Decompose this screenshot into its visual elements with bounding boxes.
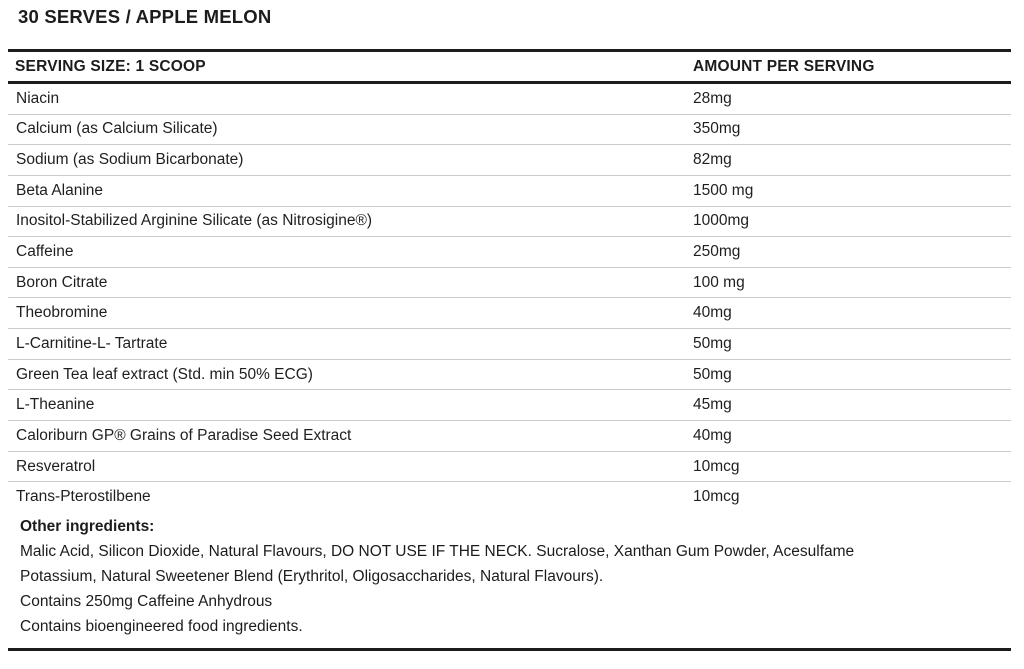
other-ingredients-line: Contains bioengineered food ingredients. [20, 618, 303, 635]
table-row: Calcium (as Calcium Silicate) 350mg [8, 113, 1011, 145]
table-row: Resveratrol 10mcg [8, 450, 1011, 482]
ingredient-amount: 350mg [693, 120, 741, 138]
table-row: Beta Alanine 1500 mg [8, 174, 1011, 206]
table-row: Inositol-Stabilized Arginine Silicate (a… [8, 205, 1011, 237]
ingredient-amount: 1500 mg [693, 181, 754, 199]
table-row: L-Carnitine-L- Tartrate 50mg [8, 328, 1011, 359]
table-row: Niacin 28mg [8, 84, 1011, 114]
ingredient-name: Inositol-Stabilized Arginine Silicate (a… [16, 212, 373, 230]
table-row: Caloriburn GP® Grains of Paradise Seed E… [8, 420, 1011, 451]
ingredient-name: Caloriburn GP® Grains of Paradise Seed E… [16, 426, 352, 444]
amount-per-serving-header: AMOUNT PER SERVING [693, 57, 875, 75]
table-row: Trans-Pterostilbene 10mcg [8, 481, 1011, 512]
ingredient-name: Green Tea leaf extract (Std. min 50% ECG… [16, 365, 313, 383]
ingredient-amount: 28mg [693, 89, 732, 107]
ingredient-amount: 45mg [693, 396, 732, 414]
page-title: 30 SERVES / APPLE MELON [18, 6, 272, 27]
table-row: L-Theanine 45mg [8, 389, 1011, 420]
ingredient-name: Beta Alanine [16, 181, 104, 199]
ingredient-amount: 40mg [693, 304, 732, 322]
other-ingredients-heading: Other ingredients: [20, 518, 155, 535]
other-ingredients-line: Potassium, Natural Sweetener Blend (Eryt… [20, 568, 604, 585]
ingredient-name: Caffeine [16, 243, 74, 261]
ingredient-amount: 40mg [693, 426, 732, 444]
ingredient-amount: 10mcg [693, 457, 740, 475]
other-ingredients-text: Malic Acid, Silicon Dioxide, Natural Fla… [20, 539, 854, 639]
table-row: Green Tea leaf extract (Std. min 50% ECG… [8, 358, 1011, 390]
ingredient-name: L-Theanine [16, 396, 95, 414]
other-ingredients-section: Other ingredients: Malic Acid, Silicon D… [20, 514, 854, 639]
other-ingredients-line: Contains 250mg Caffeine Anhydrous [20, 593, 273, 610]
ingredient-amount: 82mg [693, 151, 732, 169]
table-row: Sodium (as Sodium Bicarbonate) 82mg [8, 144, 1011, 175]
ingredient-name: Trans-Pterostilbene [16, 488, 151, 506]
ingredient-amount: 50mg [693, 365, 732, 383]
ingredient-name: Resveratrol [16, 457, 96, 475]
ingredient-amount: 250mg [693, 243, 741, 261]
table-row: Boron Citrate 100 mg [8, 266, 1011, 298]
table-header-row: SERVING SIZE: 1 SCOOP AMOUNT PER SERVING [8, 49, 1011, 84]
ingredient-amount: 50mg [693, 334, 732, 352]
ingredient-name: Boron Citrate [16, 273, 108, 291]
supplement-facts-table: SERVING SIZE: 1 SCOOP AMOUNT PER SERVING… [8, 49, 1011, 512]
ingredient-amount: 1000mg [693, 212, 750, 230]
ingredient-name: Niacin [16, 89, 60, 107]
bottom-divider [8, 648, 1011, 651]
table-row: Theobromine 40mg [8, 297, 1011, 328]
table-body: Niacin 28mg Calcium (as Calcium Silicate… [8, 84, 1011, 512]
table-row: Caffeine 250mg [8, 236, 1011, 267]
serving-size-header: SERVING SIZE: 1 SCOOP [15, 57, 206, 75]
ingredient-name: Sodium (as Sodium Bicarbonate) [16, 151, 244, 169]
other-ingredients-line: Malic Acid, Silicon Dioxide, Natural Fla… [20, 543, 855, 560]
ingredient-name: Calcium (as Calcium Silicate) [16, 120, 218, 138]
ingredient-amount: 100 mg [693, 273, 745, 291]
ingredient-amount: 10mcg [693, 488, 740, 506]
ingredient-name: L-Carnitine-L- Tartrate [16, 334, 168, 352]
ingredient-name: Theobromine [16, 304, 108, 322]
